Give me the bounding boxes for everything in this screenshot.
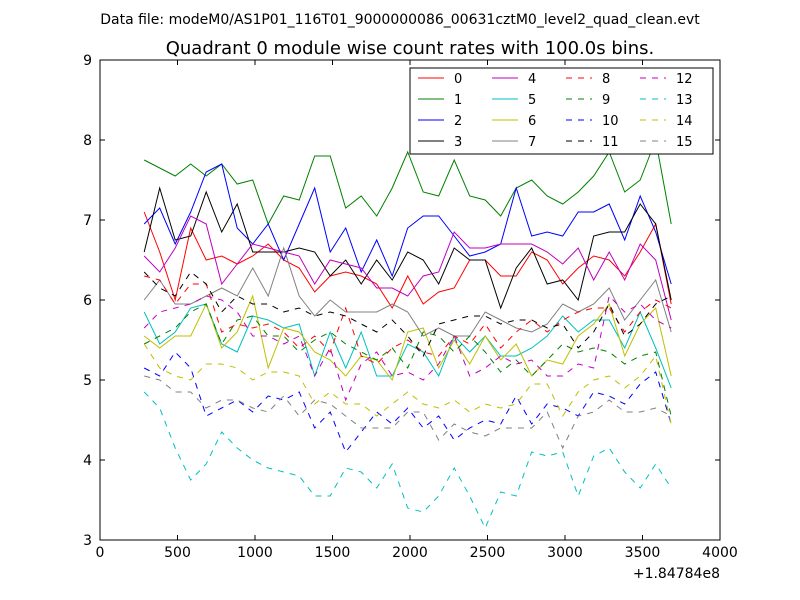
series-layer <box>143 138 672 530</box>
legend-label-7: 7 <box>528 135 536 150</box>
series-line-0 <box>143 211 672 310</box>
y-tick-label: 8 <box>83 133 92 149</box>
x-tick-label: 1500 <box>315 545 351 561</box>
series-line-8 <box>144 275 672 365</box>
x-tick-label: 1000 <box>237 545 273 561</box>
series-line-15 <box>144 375 672 450</box>
legend-label-4: 4 <box>528 72 536 87</box>
y-tick-label: 7 <box>83 213 92 229</box>
x-offset-label: +1.84784e8 <box>633 566 720 582</box>
series-line-3 <box>143 186 672 310</box>
series-line-1 <box>143 138 672 226</box>
y-tick-label: 9 <box>83 53 92 69</box>
legend-label-15: 15 <box>676 135 693 150</box>
x-tick-label: 500 <box>164 545 191 561</box>
x-tick-label: 4000 <box>702 545 738 561</box>
legend-label-2: 2 <box>454 114 462 129</box>
series-line-6 <box>143 294 672 382</box>
axis-ticks: 0 500 1000 1500 2000 2500 3000 3500 4000 3 4 5 6 7 8 9 <box>83 53 738 561</box>
legend-box <box>409 67 714 155</box>
legend-label-10: 10 <box>602 114 619 129</box>
series-line-14 <box>143 343 672 425</box>
suptitle: Data file: modeM0/AS1P01_116T01_90000000… <box>100 12 700 28</box>
chart-title: Quadrant 0 module wise count rates with … <box>166 38 655 59</box>
series-line-12 <box>143 294 672 402</box>
x-tick-label: 0 <box>96 545 105 561</box>
legend-label-11: 11 <box>602 135 619 150</box>
y-tick-label: 5 <box>83 373 92 389</box>
legend-label-8: 8 <box>602 72 610 87</box>
y-tick-label: 4 <box>83 453 92 469</box>
y-tick-label: 3 <box>83 533 92 549</box>
series-line-2 <box>143 163 672 285</box>
x-tick-label: 2000 <box>392 545 428 561</box>
legend-label-14: 14 <box>676 114 693 129</box>
series-line-10 <box>143 351 672 454</box>
legend-label-3: 3 <box>454 135 462 150</box>
plot-frame <box>99 59 721 541</box>
legend-label-0: 0 <box>454 72 462 87</box>
series-line-7 <box>143 246 672 337</box>
series-line-5 <box>143 303 672 389</box>
series-line-9 <box>143 303 672 417</box>
series-line-4 <box>143 215 672 321</box>
x-tick-label: 3000 <box>547 545 583 561</box>
y-tick-label: 6 <box>83 293 92 309</box>
legend-label-9: 9 <box>602 93 610 108</box>
x-tick-label: 2500 <box>470 545 506 561</box>
legend-label-13: 13 <box>676 93 693 108</box>
legend-label-12: 12 <box>676 72 693 87</box>
series-line-13 <box>143 391 672 530</box>
legend-label-6: 6 <box>528 114 536 129</box>
legend-label-5: 5 <box>528 93 536 108</box>
series-line-11 <box>143 271 672 357</box>
x-tick-label: 3500 <box>625 545 661 561</box>
legend-label-1: 1 <box>454 93 462 108</box>
